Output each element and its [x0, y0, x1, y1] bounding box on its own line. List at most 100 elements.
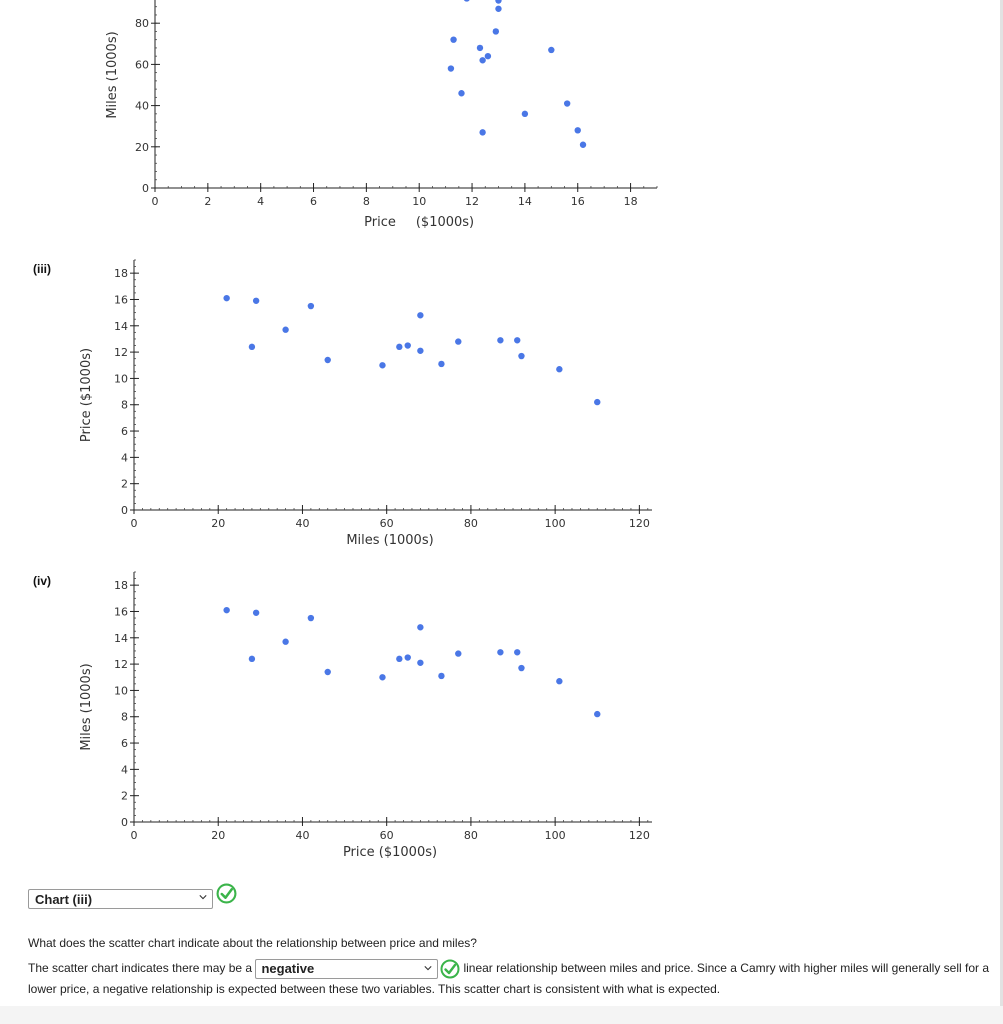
- x-tick-label: 10: [412, 195, 426, 208]
- data-point: [248, 343, 256, 351]
- x-tick-label: 100: [545, 517, 566, 530]
- x-axis-title-units: ($1000s): [416, 215, 474, 230]
- y-tick-label: 4: [121, 763, 128, 776]
- data-point: [307, 614, 315, 622]
- data-point: [379, 674, 386, 681]
- data-point: [282, 638, 289, 645]
- y-tick-label: 10: [114, 372, 128, 385]
- data-point: [396, 343, 403, 351]
- y-tick-label: 16: [114, 293, 128, 306]
- data-point: [497, 649, 504, 656]
- part-label-iv: (iv): [33, 574, 51, 588]
- answer-prefix: The scatter chart indicates there may be…: [28, 961, 253, 975]
- x-tick-label: 14: [518, 195, 532, 208]
- x-tick-label: 0: [131, 517, 138, 530]
- y-tick-label: 4: [121, 451, 128, 464]
- data-point: [556, 366, 563, 373]
- y-tick-label: 14: [114, 632, 128, 645]
- y-axis-title: Miles (1000s): [79, 663, 94, 750]
- chart-choice-select[interactable]: Chart (iii): [28, 889, 213, 909]
- x-tick-label: 4: [257, 195, 264, 208]
- data-point: [324, 356, 331, 364]
- question-text: What does the scatter chart indicate abo…: [28, 936, 477, 950]
- data-point: [579, 141, 587, 148]
- data-point: [404, 342, 411, 349]
- data-point: [518, 664, 525, 672]
- relationship-select[interactable]: negative: [255, 958, 439, 979]
- part-label-iii: (iii): [33, 262, 51, 276]
- data-point: [307, 302, 315, 310]
- relationship-value: negative: [261, 960, 315, 976]
- y-tick-label: 80: [135, 17, 149, 30]
- answer-suffix: linear relationship between miles and pr…: [28, 961, 990, 996]
- x-tick-label: 20: [211, 829, 225, 842]
- y-tick-label: 60: [135, 58, 149, 71]
- data-point: [379, 362, 386, 369]
- x-tick-label: 16: [571, 195, 585, 208]
- y-tick-label: 6: [121, 425, 128, 438]
- data-point: [495, 0, 502, 4]
- data-point: [417, 312, 424, 319]
- y-tick-label: 18: [114, 579, 128, 592]
- data-point: [447, 65, 455, 72]
- chevron-down-icon: [424, 965, 433, 971]
- data-point: [438, 672, 445, 680]
- x-tick-label: 6: [310, 195, 317, 208]
- y-tick-label: 40: [135, 100, 149, 113]
- x-tick-label: 120: [629, 829, 650, 842]
- y-axis-title: Miles (1000s): [105, 31, 120, 118]
- data-point: [324, 668, 331, 676]
- data-point: [282, 326, 289, 333]
- y-tick-label: 18: [114, 267, 128, 280]
- data-point: [479, 129, 486, 136]
- x-tick-label: 40: [295, 517, 309, 530]
- x-axis-title: Miles (1000s): [346, 533, 433, 548]
- x-tick-label: 40: [295, 829, 309, 842]
- x-tick-label: 100: [545, 829, 566, 842]
- x-tick-label: 120: [629, 517, 650, 530]
- data-point: [497, 337, 504, 344]
- x-tick-label: 0: [152, 195, 159, 208]
- data-point: [463, 0, 470, 2]
- y-tick-label: 12: [114, 658, 128, 671]
- data-point: [484, 52, 492, 60]
- x-tick-label: 60: [380, 517, 394, 530]
- data-point: [252, 609, 260, 616]
- y-tick-label: 0: [142, 182, 149, 195]
- y-tick-label: 20: [135, 141, 149, 154]
- x-tick-label: 80: [464, 517, 478, 530]
- data-point: [574, 127, 581, 134]
- page-right-border: [1000, 0, 1003, 1024]
- y-tick-label: 2: [121, 478, 128, 491]
- data-point: [248, 655, 256, 663]
- y-axis-title: Price ($1000s): [79, 348, 94, 442]
- x-tick-label: 60: [380, 829, 394, 842]
- data-point: [455, 338, 462, 345]
- x-tick-label: 8: [363, 195, 370, 208]
- x-tick-label: 0: [131, 829, 138, 842]
- chevron-down-icon: [199, 895, 207, 900]
- data-point: [518, 352, 525, 360]
- y-tick-label: 0: [121, 504, 128, 517]
- x-axis-title: Price: [364, 215, 396, 230]
- page-bottom-strip: [0, 1006, 1003, 1024]
- data-point: [594, 398, 601, 406]
- y-tick-label: 2: [121, 790, 128, 803]
- data-point: [404, 654, 411, 661]
- data-point: [514, 337, 521, 344]
- y-tick-label: 8: [121, 711, 128, 724]
- y-tick-label: 0: [121, 816, 128, 829]
- scatter-chart-price-miles-swapped: 0 20 40 60 80 100 120 0 2 4 6 8 10 12 14 16 18 Price ($10…: [79, 571, 652, 860]
- data-point: [458, 90, 465, 97]
- x-tick-label: 18: [624, 195, 638, 208]
- data-point: [417, 659, 424, 666]
- data-point: [556, 678, 563, 685]
- x-tick-label: 2: [204, 195, 211, 208]
- data-point: [548, 46, 555, 54]
- y-tick-label: 10: [114, 684, 128, 697]
- scatter-chart-price-vs-miles: 0 2 4 6 8 10 12 14 16 18 0 20 40 60 80 Price ($1000s) Mil…: [105, 0, 658, 230]
- x-tick-label: 80: [464, 829, 478, 842]
- chart-choice-value: Chart (iii): [35, 891, 93, 907]
- data-point: [417, 624, 424, 631]
- answer-paragraph: The scatter chart indicates there may be…: [28, 958, 993, 999]
